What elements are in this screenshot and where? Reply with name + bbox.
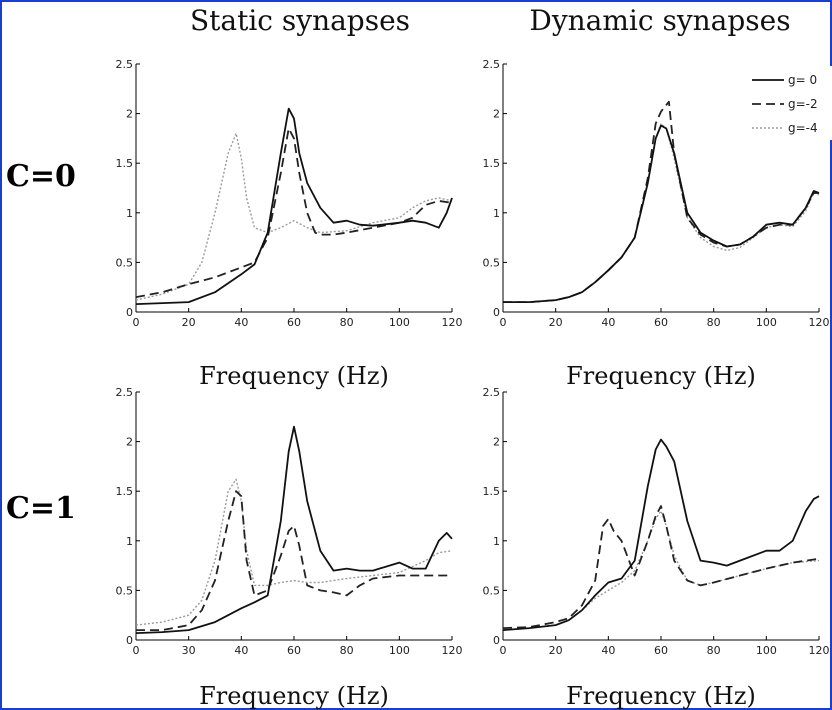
x-tick-label: 60	[287, 644, 301, 657]
x-tick-label: 120	[809, 644, 830, 657]
x-axis-label: Frequency (Hz)	[199, 362, 389, 390]
x-tick-label: 20	[182, 316, 196, 329]
x-tick-label: 60	[654, 316, 668, 329]
x-tick-label: 40	[601, 644, 615, 657]
y-tick-label: 0.5	[116, 256, 134, 269]
legend-label: g= 0	[788, 73, 817, 87]
series-line	[135, 425, 453, 634]
y-tick-label: 1	[126, 535, 133, 548]
x-tick-label: 0	[133, 644, 140, 657]
y-tick-label: 1.5	[483, 485, 501, 498]
x-tick-label: 80	[340, 644, 354, 657]
panel-dynamic-c1: 0 0.5 1 1.5 2 2.5 0 20 40 60 80 100 120 Frequency (Hz…	[483, 386, 830, 710]
panel-dynamic-c0: 0 0.5 1 1.5 2 2.5 0 20 40 60 80 100 120 Frequency (Hz…	[483, 58, 832, 390]
x-tick-label: 120	[809, 316, 830, 329]
y-tick-label: 2.5	[483, 58, 501, 71]
y-tick-label: 0	[493, 306, 500, 319]
series-line	[135, 107, 453, 305]
legend: g= 0 g=-2 g=-4	[744, 66, 832, 140]
x-tick-label: 30	[182, 644, 196, 657]
y-tick-label: 1.5	[116, 157, 134, 170]
column-title-static: Static synapses	[190, 4, 410, 37]
y-tick-label: 0.5	[116, 584, 134, 597]
x-tick-label: 20	[549, 316, 563, 329]
row-label-c1: C=1	[6, 491, 76, 526]
y-tick-label: 0.5	[483, 584, 501, 597]
x-tick-label: 100	[756, 644, 777, 657]
x-tick-label: 80	[340, 316, 354, 329]
legend-box	[744, 66, 832, 140]
y-tick-label: 1	[493, 207, 500, 220]
row-label-c0: C=0	[6, 159, 76, 194]
x-tick-label: 60	[654, 644, 668, 657]
y-tick-label: 2.5	[483, 386, 501, 399]
x-tick-label: 120	[442, 644, 463, 657]
legend-label: g=-2	[788, 97, 818, 111]
panel-static-c0: 0 0.5 1 1.5 2 2.5 0 20 40 60 80 100 120 Frequency (Hz…	[116, 58, 463, 390]
y-tick-label: 1.5	[116, 485, 134, 498]
y-tick-label: 2	[493, 436, 500, 449]
series-line	[502, 510, 820, 631]
x-tick-label: 0	[500, 644, 507, 657]
series-line	[502, 505, 820, 629]
x-tick-label: 0	[133, 316, 140, 329]
x-tick-label: 80	[707, 316, 721, 329]
x-axis-label: Frequency (Hz)	[566, 362, 756, 390]
x-tick-label: 100	[389, 644, 410, 657]
y-tick-label: 1	[126, 207, 133, 220]
y-tick-label: 1	[493, 535, 500, 548]
series-line	[502, 438, 820, 631]
x-tick-label: 40	[601, 316, 615, 329]
x-tick-label: 60	[287, 316, 301, 329]
x-tick-label: 0	[500, 316, 507, 329]
panel-static-c1: 0 0.5 1 1.5 2 2.5 0 30 40 60 80 100 120 Frequency (Hz…	[116, 386, 463, 710]
series-line	[503, 124, 820, 303]
series-line	[503, 122, 820, 303]
x-tick-label: 40	[234, 644, 248, 657]
y-tick-label: 2	[126, 108, 133, 121]
x-tick-label: 40	[234, 316, 248, 329]
y-tick-label: 0	[126, 306, 133, 319]
series-line	[503, 100, 819, 303]
x-tick-label: 120	[442, 316, 463, 329]
y-tick-label: 0.5	[483, 256, 501, 269]
column-title-dynamic: Dynamic synapses	[529, 4, 790, 37]
x-tick-label: 80	[707, 644, 721, 657]
x-tick-label: 20	[549, 644, 563, 657]
x-tick-label: 100	[756, 316, 777, 329]
legend-label: g=-4	[788, 121, 818, 135]
series-line	[136, 490, 452, 631]
y-tick-label: 2	[493, 108, 500, 121]
series-line	[135, 478, 453, 626]
y-tick-label: 0	[126, 634, 133, 647]
y-tick-label: 2.5	[116, 386, 134, 399]
series-line	[135, 127, 453, 298]
series-line	[135, 132, 453, 301]
x-axis-label: Frequency (Hz)	[199, 682, 389, 710]
y-tick-label: 2.5	[116, 58, 134, 71]
y-tick-label: 2	[126, 436, 133, 449]
y-tick-label: 0	[493, 634, 500, 647]
x-tick-label: 100	[389, 316, 410, 329]
x-axis-label: Frequency (Hz)	[566, 682, 756, 710]
y-tick-label: 1.5	[483, 157, 501, 170]
